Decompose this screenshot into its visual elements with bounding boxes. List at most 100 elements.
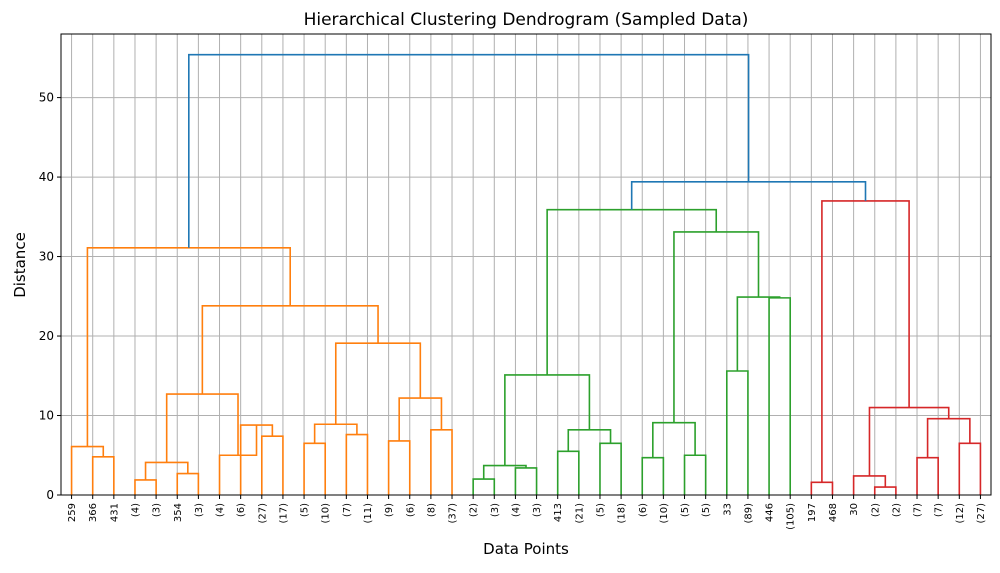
dendrogram-link bbox=[144, 461, 189, 480]
leaf-label: (5) bbox=[595, 503, 606, 517]
dendrogram-link bbox=[630, 181, 867, 210]
dendrogram-link bbox=[873, 486, 897, 495]
leaf-label: (7) bbox=[934, 503, 945, 517]
dendrogram-link bbox=[852, 475, 887, 495]
dendrogram-link bbox=[736, 296, 781, 372]
leaf-label: (3) bbox=[194, 503, 205, 517]
y-axis: 0 10 20 30 40 50 bbox=[39, 91, 61, 502]
leaf-label: (89) bbox=[743, 503, 754, 524]
dendrogram-link bbox=[472, 478, 496, 495]
x-axis-label: Data Points bbox=[483, 540, 569, 558]
leaf-label: (3) bbox=[152, 503, 163, 517]
leaf-label: 366 bbox=[88, 503, 99, 522]
y-tick-label: 20 bbox=[39, 329, 54, 343]
leaf-label: (27) bbox=[257, 503, 268, 524]
leaf-label: 413 bbox=[553, 503, 564, 522]
dendrogram-link bbox=[546, 208, 718, 375]
dendrogram-link bbox=[868, 406, 950, 476]
dendrogram-link bbox=[303, 442, 327, 495]
dendrogram-link bbox=[641, 456, 665, 495]
dendrogram-link bbox=[958, 442, 982, 495]
leaf-label: (4) bbox=[215, 503, 226, 517]
chart-title: Hierarchical Clustering Dendrogram (Samp… bbox=[304, 10, 749, 30]
dendrogram-link bbox=[514, 467, 538, 495]
leaf-label: (3) bbox=[490, 503, 501, 517]
leaf-label: (10) bbox=[659, 503, 670, 524]
leaf-label: 30 bbox=[849, 503, 860, 516]
leaf-label: (2) bbox=[870, 503, 881, 517]
leaf-label: (6) bbox=[405, 503, 416, 517]
leaf-label: (12) bbox=[955, 503, 966, 524]
dendrogram-link bbox=[165, 393, 239, 463]
y-tick-label: 30 bbox=[39, 250, 54, 264]
leaf-label: 468 bbox=[828, 503, 839, 522]
dendrogram-link bbox=[599, 442, 622, 495]
leaf-label: (8) bbox=[426, 503, 437, 517]
leaf-label: (5) bbox=[300, 503, 311, 517]
leaf-label: (6) bbox=[236, 503, 247, 517]
dendrogram-link bbox=[176, 472, 200, 495]
dendrogram-link bbox=[334, 342, 422, 425]
leaf-label: (5) bbox=[680, 503, 691, 517]
leaf-label: 446 bbox=[765, 503, 776, 522]
dendrogram-link bbox=[345, 433, 369, 495]
leaf-label: 354 bbox=[173, 503, 184, 522]
y-tick-label: 10 bbox=[39, 409, 54, 423]
y-axis-label: Distance bbox=[11, 232, 29, 298]
plot-frame bbox=[60, 33, 992, 496]
leaf-label: (3) bbox=[532, 503, 543, 517]
y-tick-label: 50 bbox=[39, 91, 54, 105]
dendrogram-link bbox=[398, 397, 443, 441]
dendrogram-link bbox=[430, 429, 453, 495]
leaf-label: (4) bbox=[511, 503, 522, 517]
leaf-label: 197 bbox=[807, 503, 818, 522]
dendrogram-link bbox=[556, 450, 580, 495]
dendrogram-link bbox=[188, 53, 750, 248]
dendrogram-link bbox=[260, 435, 284, 495]
leaf-label: (6) bbox=[638, 503, 649, 517]
dendrogram-link bbox=[239, 424, 274, 495]
leaf-label: (18) bbox=[617, 503, 628, 524]
y-tick-label: 0 bbox=[46, 488, 54, 502]
leaf-label: (5) bbox=[701, 503, 712, 517]
leaf-label: (10) bbox=[321, 503, 332, 524]
leaf-label: 259 bbox=[67, 503, 78, 522]
dendrogram-link bbox=[218, 425, 258, 495]
leaf-label: (4) bbox=[130, 503, 141, 517]
dendrogram-link bbox=[134, 479, 157, 495]
dendrogram-link bbox=[810, 481, 834, 495]
leaf-label: (7) bbox=[913, 503, 924, 517]
leaf-label: (27) bbox=[976, 503, 987, 524]
dendrogram-link bbox=[86, 247, 291, 447]
leaf-label: (7) bbox=[342, 503, 353, 517]
dendrogram-link bbox=[916, 456, 939, 495]
dendrogram-link bbox=[821, 200, 910, 483]
dendrogram-link bbox=[926, 417, 971, 458]
dendrogram-link bbox=[201, 305, 379, 395]
dendrogram-link bbox=[70, 445, 105, 495]
dendrogram-link bbox=[683, 454, 707, 495]
leaf-label: (21) bbox=[574, 503, 585, 524]
dendrogram-link bbox=[673, 231, 760, 423]
dendrogram-link bbox=[567, 429, 612, 452]
x-axis: 259 366 431 (4) (3) 354 (3) (4) (6) (27) (17) (5) (1… bbox=[67, 495, 987, 530]
leaf-label: 431 bbox=[109, 503, 120, 522]
leaf-label: 33 bbox=[722, 503, 733, 516]
leaf-label: (9) bbox=[384, 503, 395, 517]
leaf-label: (11) bbox=[363, 503, 374, 524]
leaf-label: (2) bbox=[469, 503, 480, 517]
dendrogram-link bbox=[387, 440, 411, 495]
dendrogram-link bbox=[725, 370, 749, 495]
grid-layer bbox=[61, 34, 991, 496]
y-tick-label: 40 bbox=[39, 170, 54, 184]
link-layer bbox=[70, 53, 982, 495]
leaf-label: (105) bbox=[786, 503, 797, 530]
dendrogram-link bbox=[652, 421, 696, 458]
dendrogram-link bbox=[91, 456, 115, 495]
leaf-label: (2) bbox=[891, 503, 902, 517]
leaf-label: (37) bbox=[448, 503, 459, 524]
leaf-label: (17) bbox=[278, 503, 289, 524]
dendrogram-link bbox=[768, 297, 792, 495]
